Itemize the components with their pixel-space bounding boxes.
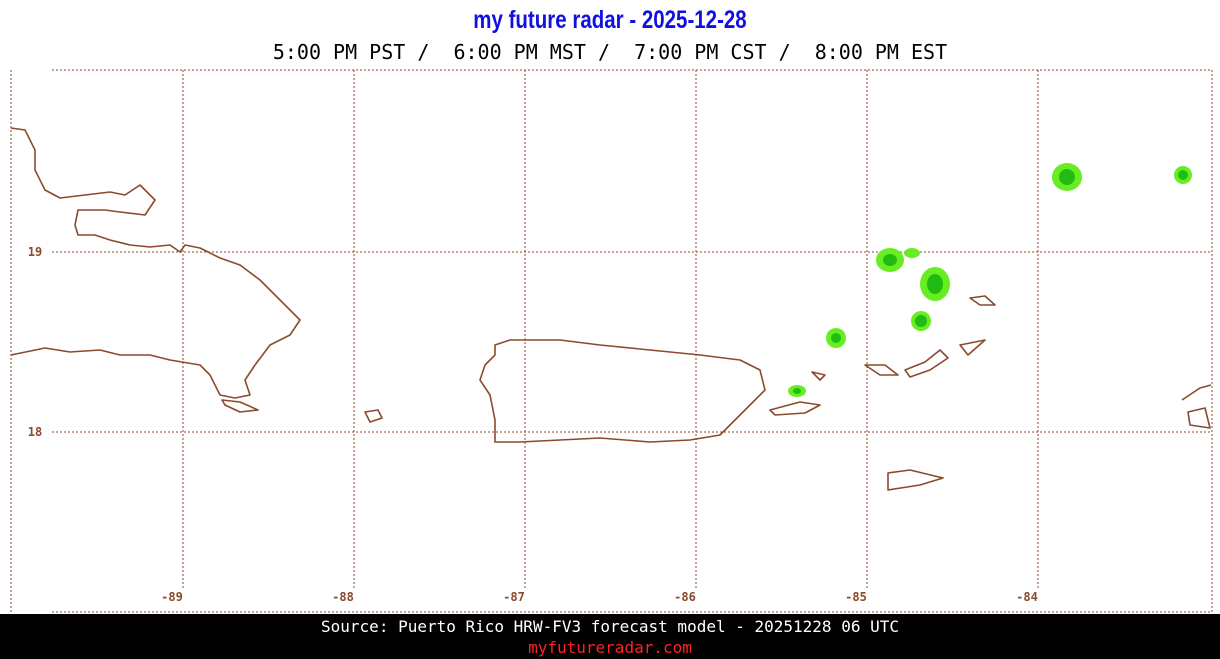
time-line: 5:00 PM PST / 6:00 PM MST / 7:00 PM CST …: [273, 40, 947, 64]
lat-labels: 19 18: [28, 245, 42, 439]
radar-echoes: [788, 163, 1192, 397]
lon-label: -84: [1016, 590, 1038, 604]
title: my future radar - 2025-12-28: [473, 5, 747, 33]
lon-label: -86: [674, 590, 696, 604]
lon-label: -88: [332, 590, 354, 604]
lon-labels: -89 -88 -87 -86 -85 -84: [161, 590, 1038, 604]
lat-label: 18: [28, 425, 42, 439]
grid: [10, 69, 1213, 613]
lat-label: 19: [28, 245, 42, 259]
lon-label: -89: [161, 590, 183, 604]
source-note: Source: Puerto Rico HRW-FV3 forecast mod…: [321, 617, 899, 636]
lon-label: -87: [503, 590, 525, 604]
site-link[interactable]: myfutureradar.com: [528, 638, 692, 657]
lon-label: -85: [845, 590, 867, 604]
footer-bar: [0, 614, 1220, 659]
coastlines: [10, 127, 1212, 491]
